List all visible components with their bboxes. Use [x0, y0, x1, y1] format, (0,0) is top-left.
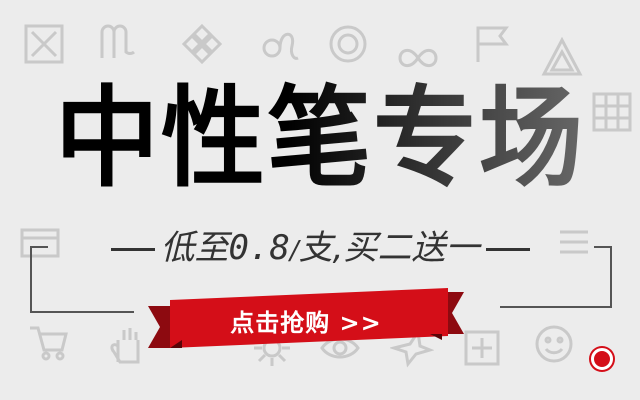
leo-icon	[258, 22, 302, 66]
buy-now-label: 点击抢购 >>	[148, 303, 464, 338]
diamond-cluster-icon	[180, 22, 224, 66]
plus-icon	[460, 326, 504, 370]
x-box-icon	[22, 22, 66, 66]
promo-subline: 低至0.8/支,买二送一	[0, 220, 640, 269]
hand-icon	[104, 322, 148, 366]
frame-bracket-left	[30, 246, 48, 313]
frame-bracket-right	[594, 246, 612, 308]
promo-unit: 支,买二送一	[299, 228, 480, 268]
frame-line-bottom-left	[30, 311, 134, 313]
flag-icon	[470, 22, 514, 66]
frame-line-bottom-right	[500, 306, 612, 308]
promo-prefix: 低至	[161, 228, 229, 268]
virgo-icon	[96, 22, 140, 66]
right-dash	[486, 248, 530, 251]
shopping-cart-icon	[26, 320, 70, 364]
headline-title: 中性笔专场	[0, 75, 640, 201]
record-dot-icon	[591, 348, 613, 370]
promo-slash: /	[290, 236, 299, 266]
promo-price: 0.8	[229, 228, 290, 268]
left-dash	[111, 248, 155, 251]
buy-now-button[interactable]: 点击抢购 >>	[148, 288, 464, 352]
smiley-icon	[532, 322, 576, 366]
circle-icon	[326, 22, 370, 66]
